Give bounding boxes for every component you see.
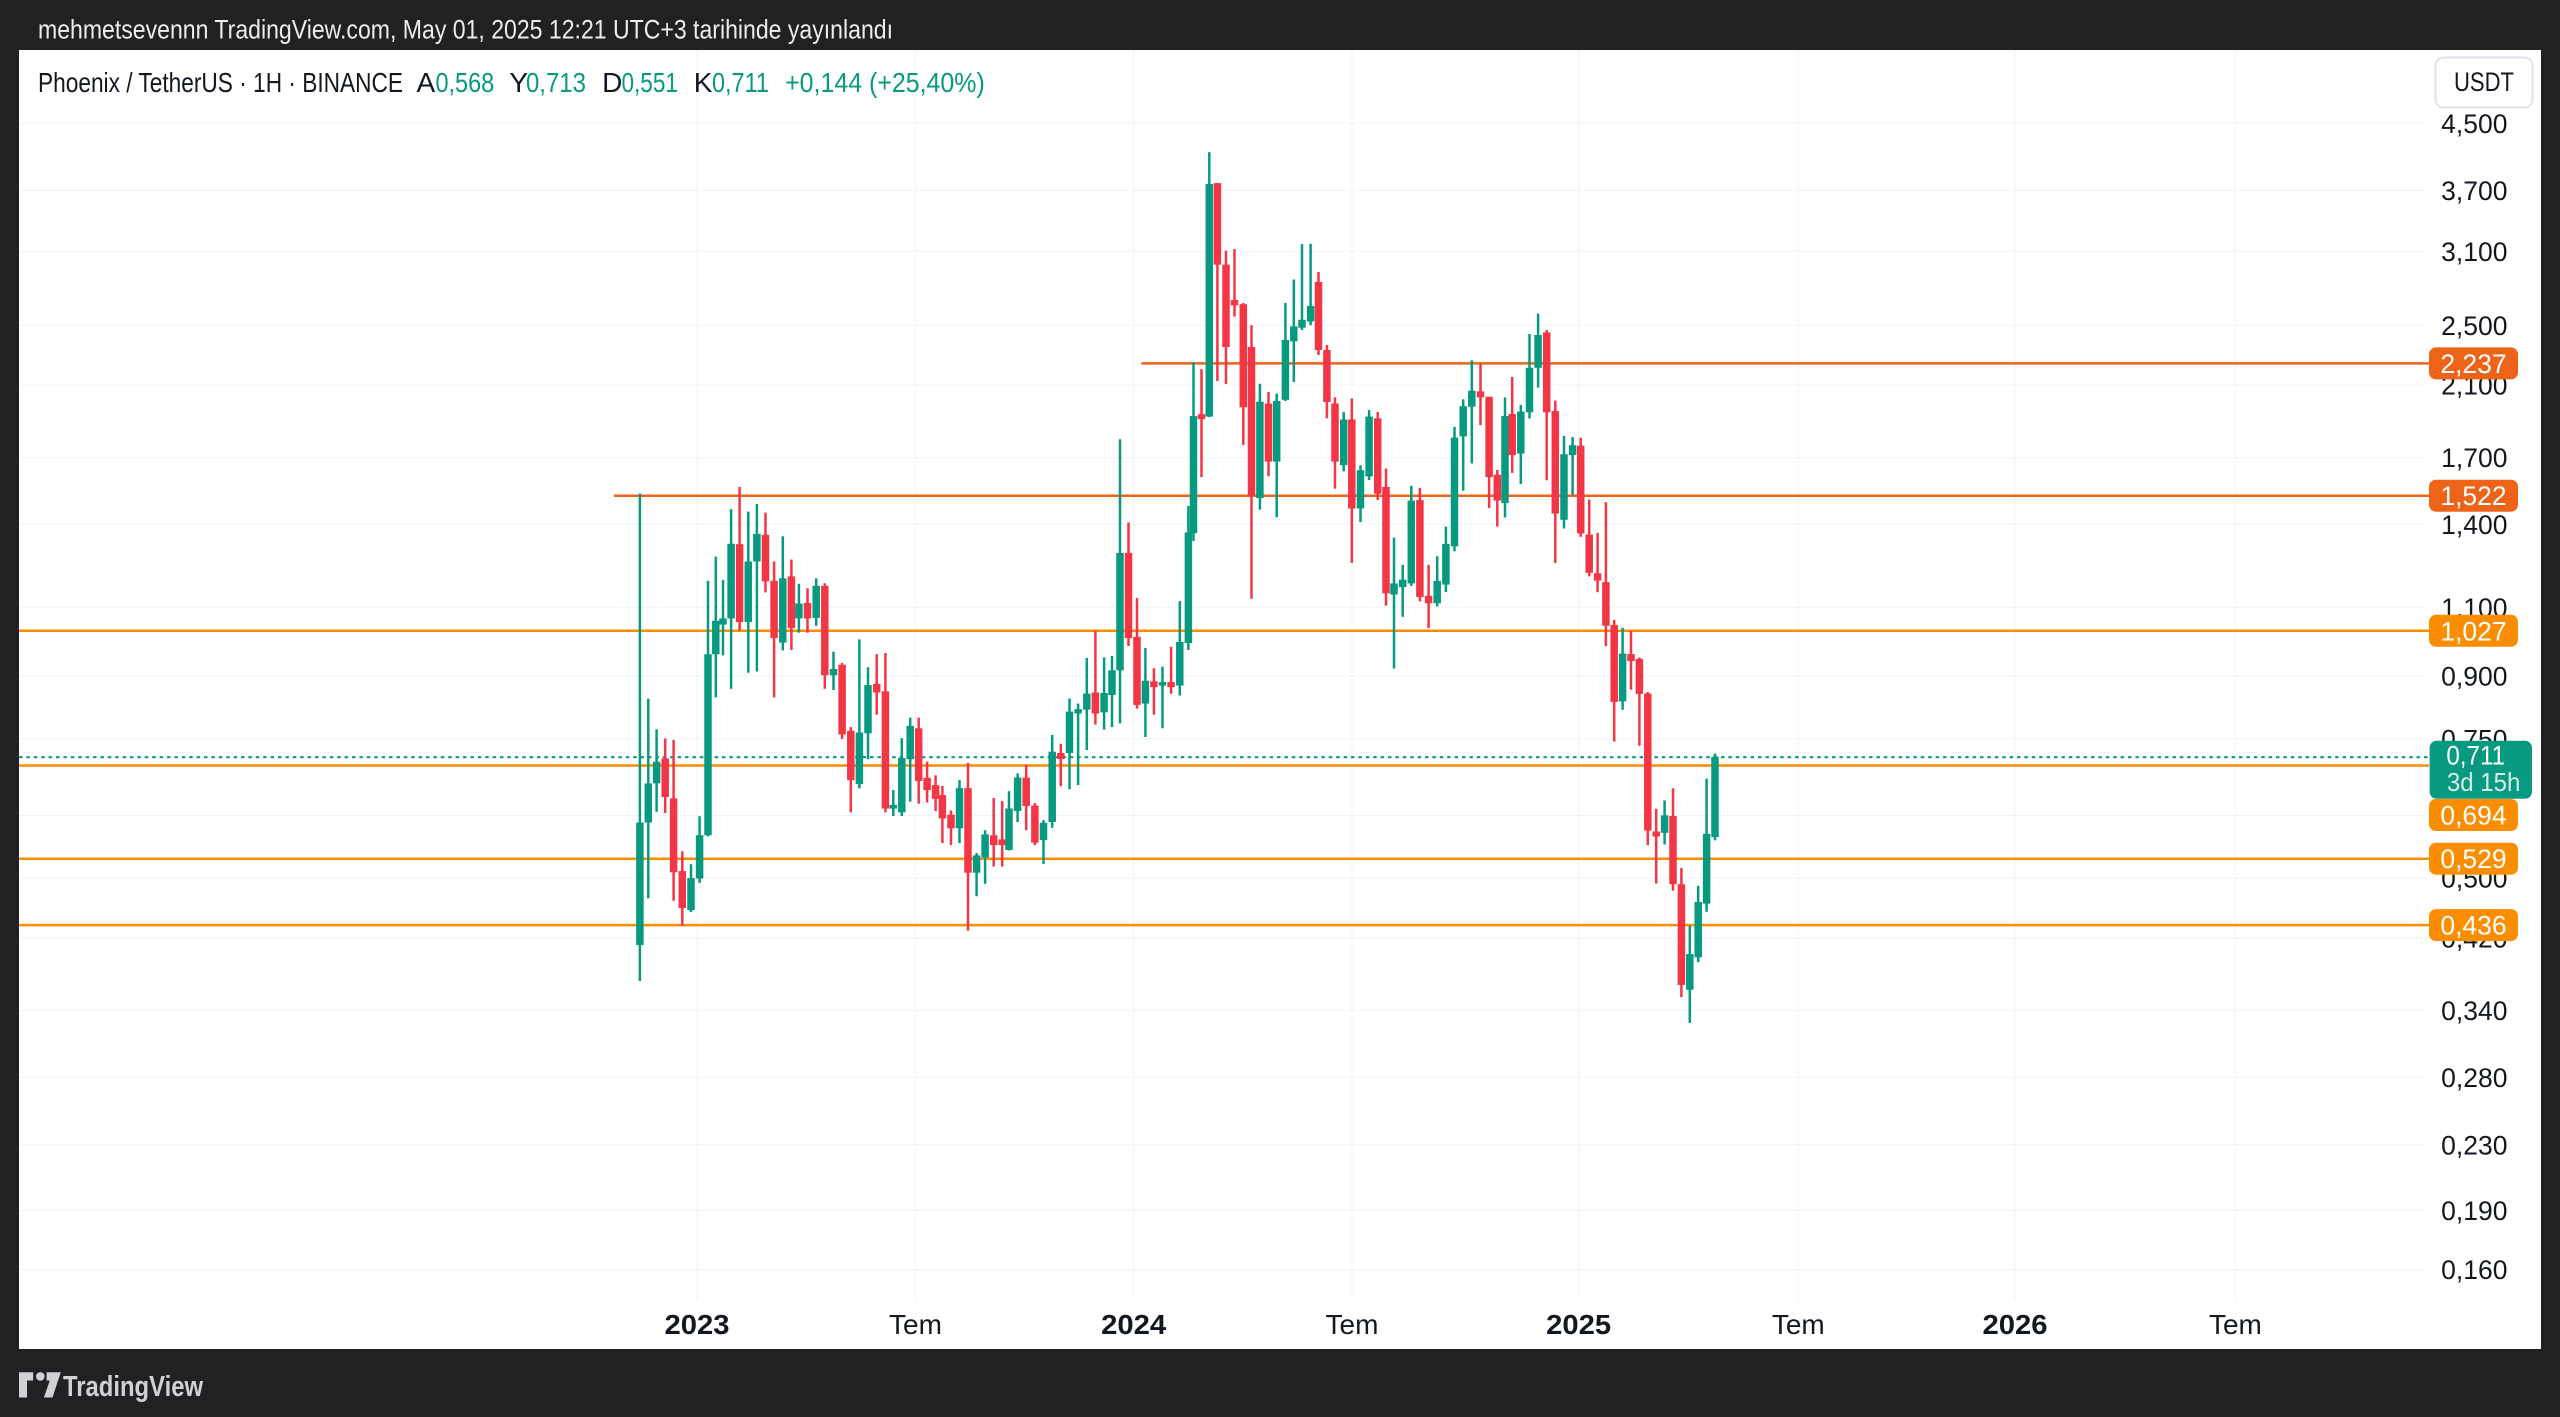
svg-text:2,237: 2,237: [2440, 349, 2506, 379]
svg-text:D: D: [602, 67, 622, 98]
svg-text:0,713: 0,713: [526, 67, 586, 98]
svg-text:4,500: 4,500: [2441, 109, 2507, 139]
svg-text:0,230: 0,230: [2441, 1130, 2507, 1160]
svg-text:2026: 2026: [1983, 1309, 2048, 1340]
svg-text:Y: Y: [509, 67, 528, 98]
svg-text:0,694: 0,694: [2440, 801, 2506, 831]
svg-text:0,711: 0,711: [712, 67, 769, 98]
svg-text:0,340: 0,340: [2441, 996, 2507, 1026]
svg-text:A: A: [417, 67, 436, 98]
svg-text:0,900: 0,900: [2441, 662, 2507, 692]
svg-text:1,400: 1,400: [2441, 510, 2507, 540]
svg-text:mehmetsevennn TradingView.com,: mehmetsevennn TradingView.com, May 01, 2…: [38, 15, 893, 45]
svg-text:3,100: 3,100: [2441, 237, 2507, 267]
svg-text:2024: 2024: [1101, 1309, 1166, 1340]
svg-text:0,436: 0,436: [2440, 911, 2506, 941]
svg-text:1,522: 1,522: [2440, 481, 2506, 511]
svg-text:0,711: 0,711: [2446, 741, 2505, 771]
svg-text:3,700: 3,700: [2441, 176, 2507, 206]
svg-text:Phoenix / TetherUS · 1H · BINA: Phoenix / TetherUS · 1H · BINANCE: [38, 67, 403, 98]
svg-text:Tem: Tem: [889, 1309, 942, 1340]
svg-text:1,027: 1,027: [2440, 616, 2506, 646]
svg-text:1,700: 1,700: [2441, 443, 2507, 473]
svg-text:USDT: USDT: [2454, 67, 2514, 97]
svg-text:Tem: Tem: [1326, 1309, 1379, 1340]
svg-text:Tem: Tem: [2209, 1309, 2262, 1340]
svg-text:0,568: 0,568: [436, 67, 495, 98]
svg-text:0,160: 0,160: [2441, 1255, 2507, 1285]
svg-text:Tem: Tem: [1772, 1309, 1825, 1340]
svg-text:0,190: 0,190: [2441, 1196, 2507, 1226]
svg-text:3d 15h: 3d 15h: [2447, 767, 2521, 797]
svg-text:2,500: 2,500: [2441, 311, 2507, 341]
svg-text:K: K: [694, 67, 713, 98]
svg-text:2025: 2025: [1546, 1309, 1611, 1340]
svg-text:0,551: 0,551: [622, 67, 678, 98]
svg-text:2023: 2023: [665, 1309, 730, 1340]
svg-text:0,529: 0,529: [2440, 844, 2506, 874]
svg-text:+0,144 (+25,40%): +0,144 (+25,40%): [785, 67, 985, 98]
svg-text:0,280: 0,280: [2441, 1063, 2507, 1093]
svg-text:TradingView: TradingView: [63, 1371, 203, 1403]
